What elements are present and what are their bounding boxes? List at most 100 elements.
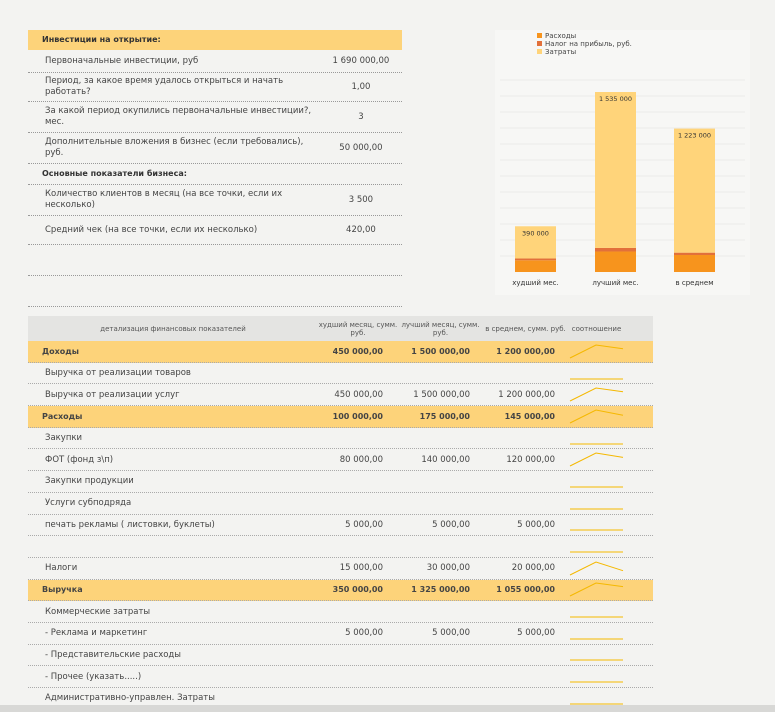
info-row: Средний чек (на все точки, если их неско… [28, 216, 402, 245]
table-row: Выручка от реализации товаров [28, 363, 653, 385]
row-label: Коммерческие затраты [45, 606, 151, 617]
cell: 5 000,00 [432, 519, 470, 530]
sparkline [569, 387, 624, 402]
cell: 30 000,00 [426, 563, 470, 574]
sheet-tabs [0, 705, 775, 712]
cell: 80 000,00 [339, 454, 383, 465]
sparkline [570, 443, 623, 445]
x-tick-label: худший мес. [512, 279, 559, 287]
x-tick-label: лучший мес. [592, 279, 638, 287]
row-label: печать рекламы ( листовки, буклеты) [45, 519, 215, 530]
sparkline [570, 529, 623, 531]
row-label: Административно-управлен. Затраты [45, 693, 215, 704]
cell: 1 200 000,00 [496, 346, 555, 356]
sparkline-line [569, 344, 624, 359]
x-tick-label: в среднем [676, 279, 714, 287]
total-label: 390 000 [522, 229, 549, 237]
sparkline [570, 659, 623, 661]
section-title: Основные показатели бизнеса: [28, 164, 402, 185]
bar-segment [674, 252, 715, 255]
sparkline [569, 409, 624, 424]
row-label: Выручка от реализации услуг [45, 389, 180, 400]
table-row: Услуги субподряда [28, 493, 653, 515]
sparkline-line [569, 582, 624, 597]
cell: 20 000,00 [511, 563, 555, 574]
cell: 100 000,00 [332, 411, 383, 421]
bar-segment [674, 254, 715, 272]
info-value: 1,00 [351, 82, 371, 92]
empty-row [28, 245, 402, 276]
header-cell: соотношение [571, 324, 622, 333]
row-label: Закупки продукции [45, 476, 134, 487]
cell: 145 000,00 [504, 411, 555, 421]
legend-label: Налог на прибыль, руб. [545, 40, 632, 48]
sparkline [570, 681, 623, 683]
table-row: печать рекламы ( листовки, буклеты) 5 000… [28, 515, 653, 537]
info-value: 3 500 [348, 195, 374, 205]
sparkline [570, 508, 623, 510]
info-row: Период, за какое время удалось открыться… [28, 73, 402, 102]
table-row: Налоги 15 000,00 30 000,00 20 000,00 [28, 558, 653, 580]
table-row: - Представительские расходы [28, 645, 653, 667]
investment-table: Инвестиции на открытие: Первоначальные ин… [28, 30, 402, 307]
info-value: 50 000,00 [339, 143, 383, 153]
bar-segment [515, 226, 556, 259]
sparkline [569, 582, 624, 597]
cell: 5 000,00 [517, 519, 555, 530]
total-label: 1 535 000 [599, 95, 632, 103]
info-row: Первоначальные инвестиции, руб 1 690 000,… [28, 50, 402, 73]
header-cell: худший месяц, сумм. руб. [318, 320, 398, 337]
sparkline-line [569, 409, 624, 424]
row-label: Закупки [45, 433, 83, 444]
info-value: 3 [358, 112, 364, 122]
section-title: Инвестиции на открытие: [28, 30, 402, 50]
table-row: - Прочее (указать.....) [28, 666, 653, 688]
bar-segment [595, 251, 636, 272]
info-value: 420,00 [346, 225, 376, 235]
header-cell: детализация финансовых показателей [100, 324, 246, 333]
table-row: Выручка от реализации услуг 450 000,00 1 5… [28, 384, 653, 407]
sparkline-line [569, 452, 624, 467]
table-row: Закупки продукции [28, 471, 653, 493]
cell: 1 500 000,00 [413, 389, 470, 400]
row-label: Услуги субподряда [45, 498, 132, 509]
table-header: детализация финансовых показателей худший… [28, 316, 653, 341]
info-value: 1 690 000,00 [332, 56, 390, 66]
row-label: - Реклама и маркетинг [45, 628, 148, 639]
header-cell: в среднем, сумм. руб. [485, 324, 566, 333]
info-label: Первоначальные инвестиции, руб [45, 55, 199, 66]
table-row: Расходы 100 000,00 175 000,00 145 000,00 [28, 406, 653, 428]
info-row: Количество клиентов в месяц (на все точк… [28, 185, 402, 216]
table-row [28, 536, 653, 558]
sparkline [569, 561, 624, 576]
row-label: Расходы [42, 411, 83, 421]
total-label: 1 223 000 [678, 132, 711, 140]
cell: 5 000,00 [345, 628, 383, 639]
table-row: Выручка 350 000,00 1 325 000,00 1 055 000,0… [28, 579, 653, 602]
row-label: Выручка от реализации товаров [45, 368, 191, 379]
cell: 15 000,00 [339, 563, 383, 574]
cell: 350 000,00 [332, 585, 383, 595]
cell: 1 200 000,00 [498, 389, 555, 400]
sparkline [570, 378, 623, 380]
info-label: Дополнительные вложения в бизнес (если т… [45, 137, 304, 158]
sparkline [570, 703, 623, 705]
bar-segment [515, 258, 556, 261]
legend-swatch [537, 49, 542, 54]
sparkline-line [569, 387, 624, 402]
empty-row [28, 276, 402, 307]
cell: 175 000,00 [419, 411, 470, 421]
table-row: Доходы 450 000,00 1 500 000,00 1 200 000,00 [28, 341, 653, 363]
table-row: Коммерческие затраты [28, 601, 653, 623]
row-label: - Представительские расходы [45, 649, 182, 660]
row-label: - Прочее (указать.....) [45, 671, 142, 682]
legend-label: Расходы [545, 32, 576, 40]
cell: 450 000,00 [332, 346, 383, 356]
table-row: ФОТ (фонд з\п) 80 000,00 140 000,00 120 000… [28, 449, 653, 472]
cell: 5 000,00 [432, 628, 470, 639]
legend-label: Затраты [545, 48, 576, 56]
info-label: Средний чек (на все точки, если их неско… [45, 224, 258, 235]
info-row: Дополнительные вложения в бизнес (если т… [28, 133, 402, 164]
